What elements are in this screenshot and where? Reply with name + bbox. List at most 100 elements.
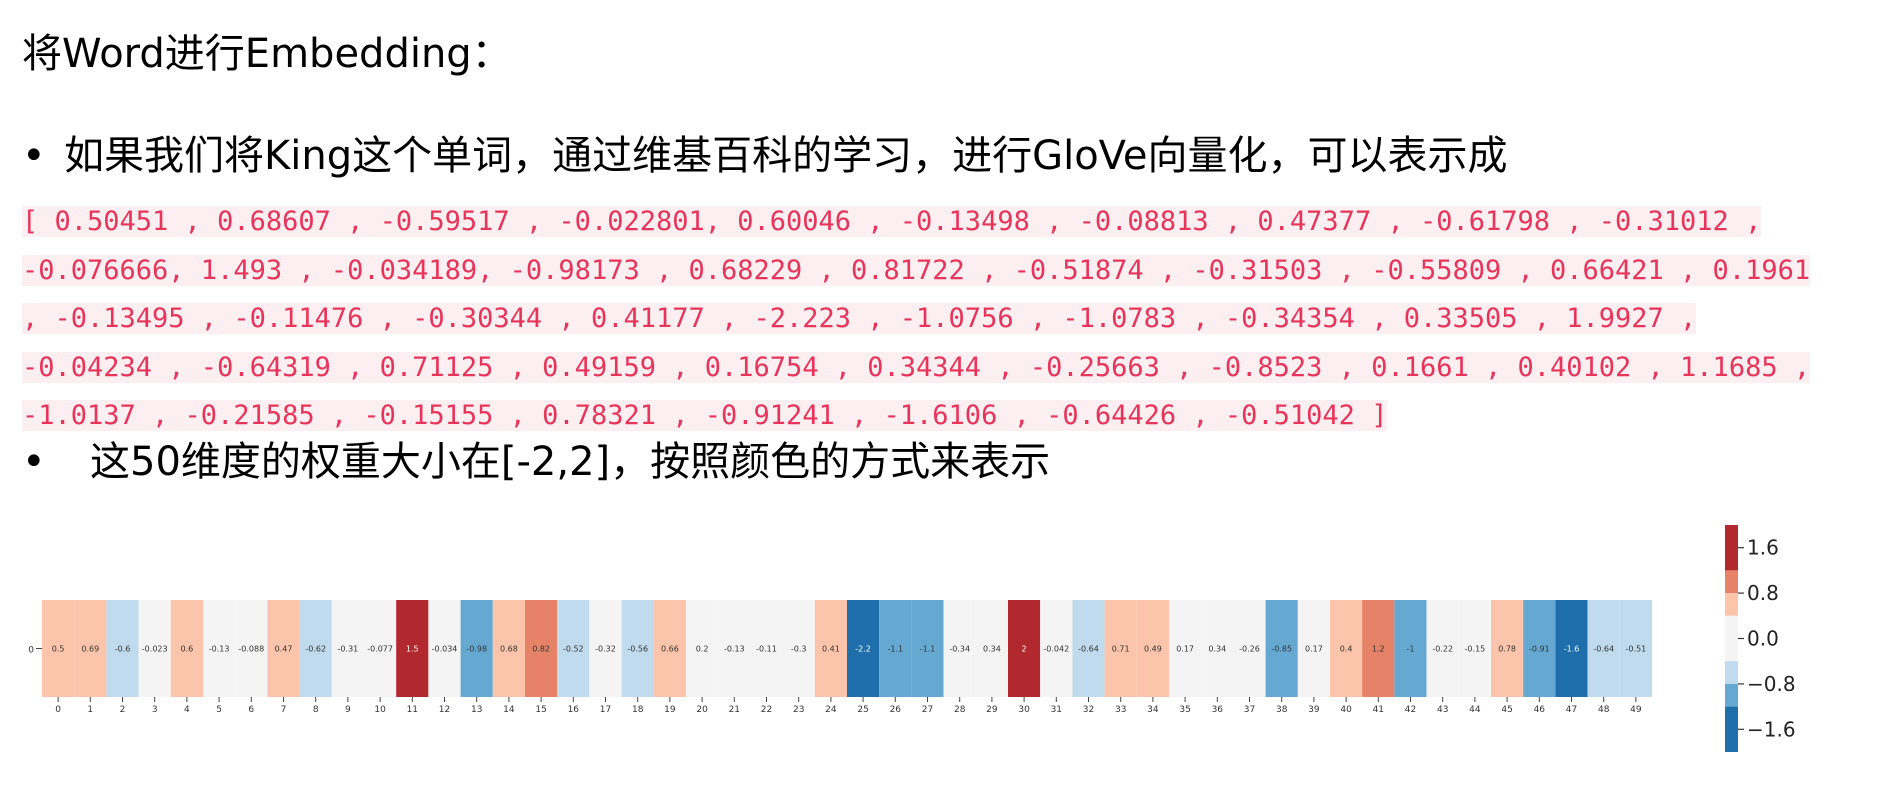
heatmap-cell — [138, 600, 171, 697]
x-tick-label: 43 — [1437, 705, 1448, 715]
heatmap-cell — [1104, 600, 1137, 697]
bullet-marker: • — [22, 439, 46, 485]
heatmap-cell-label: 0.17 — [1176, 645, 1194, 654]
bullet-item-color: • 这50维度的权重大小在[-2,2]，按照颜色的方式来表示 — [22, 434, 1050, 490]
heatmap-cell-label: 0.4 — [1340, 645, 1353, 654]
heatmap-cell-label: 0.47 — [275, 645, 293, 654]
heatmap-cell — [267, 600, 300, 697]
heatmap-cell — [74, 600, 107, 697]
heatmap-cell — [782, 600, 815, 697]
heatmap-cell-label: 0.6 — [181, 645, 194, 654]
heatmap-cell-label: -0.3 — [791, 645, 807, 654]
heatmap-cell — [492, 600, 525, 697]
code-line: [ 0.50451 , 0.68607 , -0.59517 , -0.0228… — [22, 206, 1762, 237]
colorbar-segment — [1725, 615, 1738, 662]
heatmap-cell-label: -0.034 — [432, 645, 458, 654]
heatmap-cell — [1330, 600, 1363, 697]
heatmap-cell — [1040, 600, 1073, 697]
heatmap-cell — [203, 600, 236, 697]
vector-code-block: [ 0.50451 , 0.68607 , -0.59517 , -0.0228… — [22, 198, 1811, 441]
colorbar-tick-label: −1.6 — [1747, 717, 1796, 741]
code-line: -0.04234 , -0.64319 , 0.71125 , 0.49159 … — [22, 351, 1811, 383]
bullet-text: 如果我们将King这个单词，通过维基百科的学习，进行GloVe向量化，可以表示成 — [64, 133, 1508, 179]
heatmap-cell — [525, 600, 558, 697]
bullet-marker: • — [22, 133, 46, 179]
heatmap-cell-label: -0.64 — [1078, 645, 1099, 654]
heatmap-cell — [750, 600, 783, 697]
x-tick-label: 37 — [1244, 705, 1255, 715]
heatmap-cell-label: 0.34 — [983, 645, 1001, 654]
x-tick-label: 10 — [374, 705, 386, 715]
heatmap-cell — [1297, 600, 1330, 697]
heatmap-cell — [1362, 600, 1395, 697]
heatmap-cell — [814, 600, 847, 697]
heatmap-cell-label: -0.64 — [1593, 645, 1614, 654]
heatmap-cell — [653, 600, 686, 697]
x-tick-label: 49 — [1630, 705, 1642, 715]
code-line: -0.076666, 1.493 , -0.034189, -0.98173 ,… — [22, 254, 1811, 286]
heatmap-cell-label: 1.2 — [1372, 645, 1385, 654]
x-tick-label: 31 — [1051, 705, 1062, 715]
x-tick-label: 22 — [761, 705, 772, 715]
heatmap-cell-label: -0.15 — [1465, 645, 1486, 654]
x-tick-label: 5 — [216, 705, 222, 715]
heatmap-cell-label: -0.98 — [466, 645, 487, 654]
heatmap-cell-label: -0.31 — [338, 645, 359, 654]
heatmap-cell — [460, 600, 493, 697]
x-tick-label: 15 — [535, 705, 546, 715]
x-tick-label: 2 — [120, 705, 126, 715]
x-tick-label: 41 — [1373, 705, 1384, 715]
x-tick-label: 44 — [1469, 705, 1481, 715]
heatmap-cell — [1523, 600, 1556, 697]
heatmap-cell-label: -0.85 — [1271, 645, 1292, 654]
colorbar-segment — [1725, 661, 1738, 684]
heatmap-cell — [396, 600, 429, 697]
heatmap-cell — [1587, 600, 1620, 697]
x-tick-label: 25 — [857, 705, 868, 715]
heatmap-cell — [943, 600, 976, 697]
colorbar-segment — [1725, 525, 1738, 571]
x-tick-label: 11 — [407, 705, 418, 715]
x-tick-label: 34 — [1147, 705, 1159, 715]
heatmap-cell — [911, 600, 944, 697]
x-tick-label: 30 — [1018, 705, 1030, 715]
x-tick-label: 29 — [986, 705, 998, 715]
heatmap-cell — [879, 600, 912, 697]
heatmap-cell — [1201, 600, 1234, 697]
x-tick-label: 8 — [313, 705, 319, 715]
x-tick-label: 21 — [729, 705, 740, 715]
heatmap-cell — [428, 600, 461, 697]
x-tick-label: 42 — [1405, 705, 1416, 715]
heatmap-cell-label: -0.91 — [1529, 645, 1550, 654]
heatmap-cell-label: -0.088 — [238, 645, 264, 654]
heatmap-cell-label: 0.78 — [1498, 645, 1516, 654]
heatmap-cell — [975, 600, 1008, 697]
heatmap-cell-label: -1 — [1407, 645, 1415, 654]
x-tick-label: 7 — [281, 705, 287, 715]
heatmap-cell-label: -0.023 — [142, 645, 168, 654]
colorbar-segment — [1725, 570, 1738, 594]
heatmap-cell — [557, 600, 590, 697]
heatmap-cell-label: -0.34 — [949, 645, 970, 654]
bullet-item-glove: • 如果我们将King这个单词，通过维基百科的学习，进行GloVe向量化，可以表… — [22, 128, 1508, 184]
heatmap-cell-label: -0.13 — [724, 645, 745, 654]
x-tick-label: 13 — [471, 705, 482, 715]
heatmap-cell-label: -0.11 — [756, 645, 777, 654]
heatmap-cell — [331, 600, 364, 697]
x-tick-label: 46 — [1534, 705, 1546, 715]
heatmap-cell — [1394, 600, 1427, 697]
x-tick-label: 26 — [890, 705, 902, 715]
heatmap-cell-label: 0.68 — [500, 645, 518, 654]
colorbar-tick-label: 1.6 — [1747, 536, 1779, 560]
heatmap-cell — [1265, 600, 1298, 697]
heatmap-cell — [1072, 600, 1105, 697]
heatmap-cell-label: -0.62 — [305, 645, 326, 654]
heatmap-cell-label: 2 — [1022, 645, 1027, 654]
heatmap-cell-label: -0.56 — [627, 645, 648, 654]
x-tick-label: 0 — [55, 705, 61, 715]
heatmap-cell-label: -1.6 — [1564, 645, 1580, 654]
heatmap-cell-label: 0.5 — [52, 645, 65, 654]
heatmap-cell-label: 0.2 — [696, 645, 709, 654]
heatmap-cell-label: -0.32 — [595, 645, 616, 654]
